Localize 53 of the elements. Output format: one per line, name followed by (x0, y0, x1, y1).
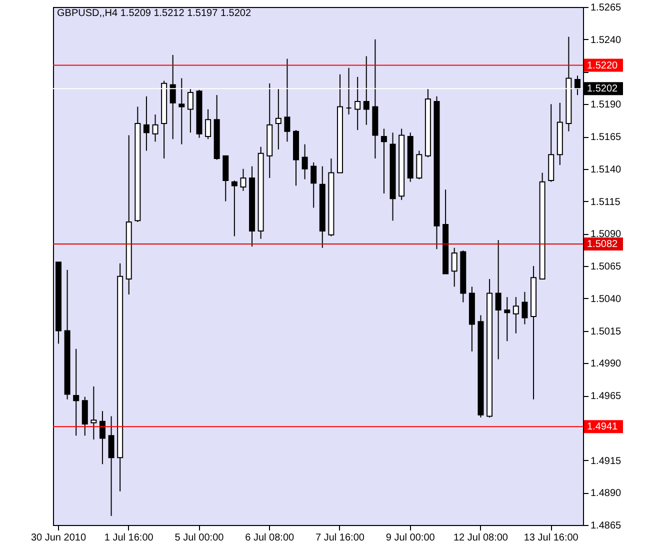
candlestick (178, 78, 185, 145)
y-tick-label: 1.5190 (590, 100, 622, 111)
y-tick-label: 1.5090 (590, 229, 622, 240)
y-tick-label: 1.5115 (590, 196, 621, 208)
candlestick (302, 144, 308, 180)
ref-line-label: 1.5202 (587, 84, 618, 95)
y-tick-label: 1.4890 (590, 488, 622, 500)
ref-line-label: 1.5082 (587, 238, 618, 250)
y-tick-label: 1.5040 (590, 294, 622, 305)
candlestick (73, 348, 80, 436)
y-tick-label: 1.4915 (590, 456, 622, 467)
candlestick (240, 168, 246, 192)
y-tick-label: 1.4865 (590, 520, 622, 532)
x-tick-label: 30 Jun 2010 (30, 532, 86, 544)
y-tick-label: 1.5065 (590, 262, 622, 272)
x-tick-label: 1 Jul 16:00 (104, 532, 154, 544)
candlestick (363, 56, 370, 126)
candlestick (346, 67, 352, 115)
x-tick-label: 5 Jul 00:00 (174, 532, 224, 544)
candlestick (82, 396, 88, 436)
candlestick (143, 96, 150, 152)
candlestick (99, 410, 106, 465)
y-tick-label: 1.4990 (590, 358, 622, 370)
ref-line-label: 1.5220 (587, 60, 618, 72)
candlestick (574, 75, 580, 96)
candlestick (231, 180, 238, 237)
candlestick (284, 58, 290, 142)
x-tick-label: 7 Jul 16:00 (316, 532, 365, 544)
candlestick (108, 416, 114, 516)
candlestick (310, 162, 317, 208)
x-tick-label: 9 Jul 00:00 (386, 532, 436, 544)
candlestick (90, 386, 97, 440)
y-tick-label: 1.4965 (590, 391, 622, 402)
candlestick (205, 108, 212, 140)
candlestick (504, 296, 510, 342)
candlestick (522, 291, 528, 325)
y-tick-label: 1.5140 (590, 164, 622, 176)
candlestick (152, 114, 158, 142)
candlestick (451, 247, 458, 288)
candlestick (416, 150, 422, 180)
x-tick-label: 6 Jul 08:00 (245, 532, 295, 544)
y-tick-label: 1.5015 (590, 326, 622, 338)
ref-line-label: 1.4941 (587, 422, 618, 433)
y-tick-label: 1.5165 (590, 132, 622, 143)
chart-title: GBPUSD,,H4 1.5209 1.5212 1.5197 1.5202 (57, 8, 252, 19)
candlestick (512, 296, 519, 334)
candlestick (170, 54, 176, 140)
x-tick-label: 12 Jul 08:00 (453, 532, 508, 544)
y-tick-label: 1.5265 (590, 2, 622, 14)
candlestick (380, 128, 387, 194)
x-tick-label: 13 Jul 16:00 (524, 532, 579, 544)
y-tick-label: 1.5240 (590, 34, 622, 46)
candlestick (495, 240, 502, 360)
